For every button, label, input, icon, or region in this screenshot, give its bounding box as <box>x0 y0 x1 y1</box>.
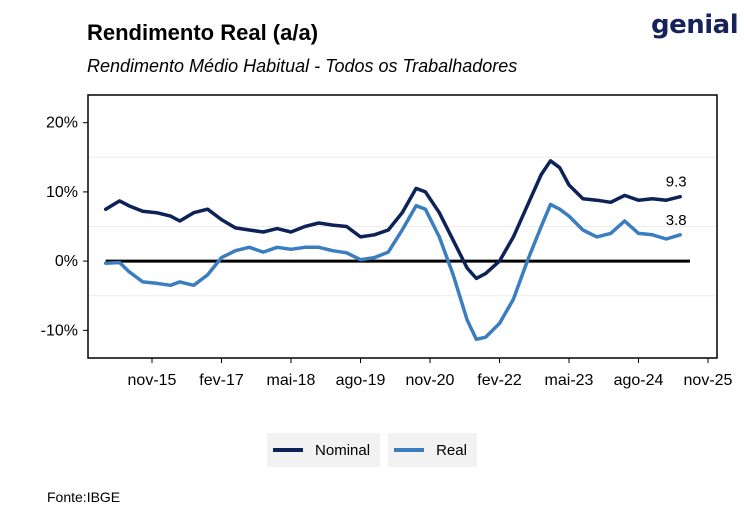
brand-logo: genial <box>651 10 739 40</box>
x-tick-label: nov-15 <box>128 372 177 389</box>
legend-item-real: Real <box>388 433 477 467</box>
source-note: Fonte:IBGE <box>47 489 121 505</box>
chart-title: Rendimento Real (a/a) <box>87 20 319 45</box>
x-tick-label: mai-23 <box>545 372 594 389</box>
series-line-nominal <box>103 159 682 281</box>
legend-swatch-nominal <box>273 448 304 452</box>
legend-label-real: Real <box>436 441 467 459</box>
x-tick-label: nov-20 <box>406 372 455 389</box>
end-label-nominal: 9.3 <box>666 174 687 191</box>
legend-swatch-real <box>394 448 425 452</box>
chart-legend: Nominal Real <box>0 433 744 467</box>
x-tick-label: ago-19 <box>336 372 386 389</box>
y-tick-label: 0% <box>55 253 78 270</box>
legend-item-nominal: Nominal <box>267 433 381 467</box>
x-tick-label: mai-18 <box>267 372 316 389</box>
x-tick-label: ago-24 <box>614 372 664 389</box>
plot-border <box>87 94 718 359</box>
x-tick-label: fev-17 <box>199 372 244 389</box>
chart-subtitle: Rendimento Médio Habitual - Todos os Tra… <box>87 56 518 76</box>
legend-label-nominal: Nominal <box>315 441 371 459</box>
y-tick-label: -10% <box>41 322 78 339</box>
x-tick-label: nov-25 <box>684 372 733 389</box>
x-tick-label: fev-22 <box>477 372 522 389</box>
y-tick-label: 20% <box>46 115 78 132</box>
end-label-real: 3.8 <box>666 212 687 229</box>
y-tick-label: 10% <box>46 184 78 201</box>
series-line-real <box>103 202 682 342</box>
